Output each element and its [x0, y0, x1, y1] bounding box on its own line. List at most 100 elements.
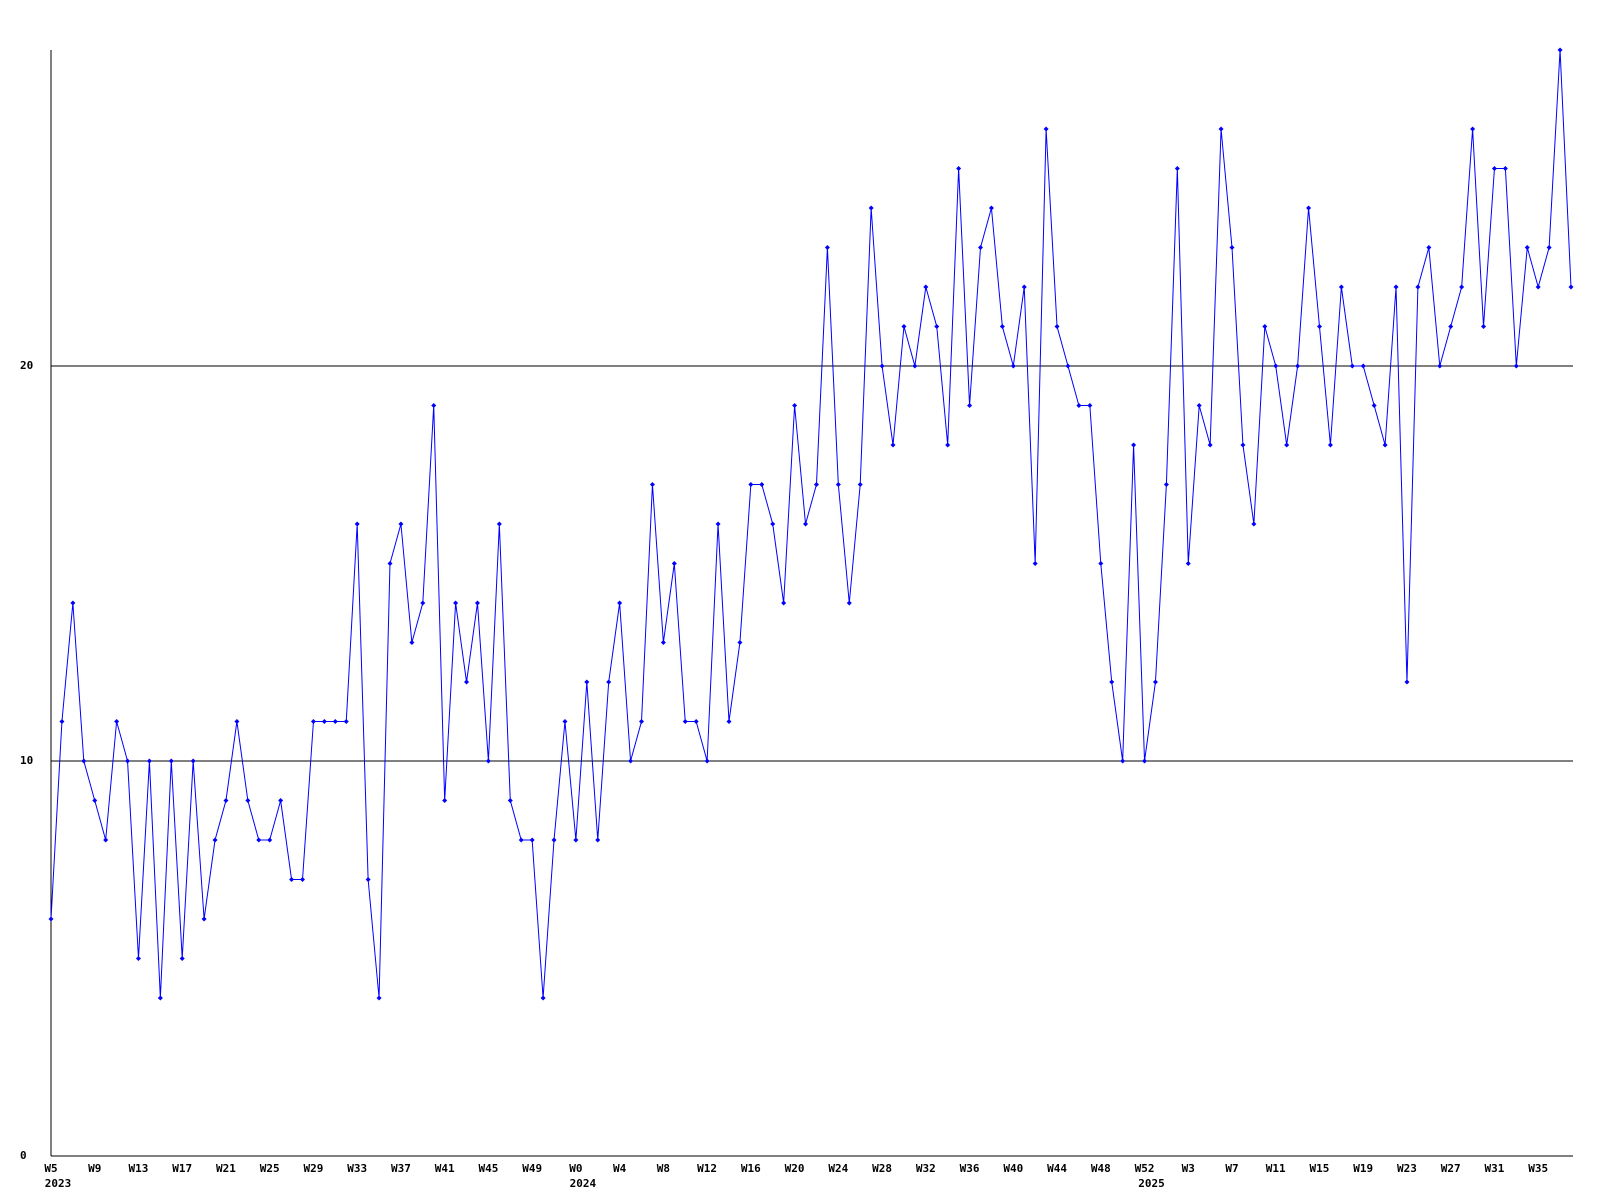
point: [464, 679, 470, 685]
point: [1120, 758, 1126, 764]
point: [934, 324, 940, 329]
point: [1502, 166, 1508, 171]
point: [1087, 403, 1093, 408]
x-tick-label: W25: [260, 1162, 280, 1175]
point: [759, 482, 765, 487]
x-tick-label: W15: [1310, 1162, 1330, 1175]
point: [485, 758, 491, 764]
point: [125, 758, 131, 764]
point: [431, 403, 437, 408]
x-year-label: 2025: [1138, 1177, 1165, 1190]
point: [999, 324, 1005, 329]
x-tick-label: W44: [1047, 1162, 1067, 1175]
point: [1349, 363, 1355, 369]
point: [770, 521, 776, 527]
point: [649, 482, 655, 487]
point: [835, 482, 841, 487]
point: [781, 600, 787, 606]
point: [234, 719, 240, 724]
point: [223, 798, 229, 803]
x-tick-label: W7: [1225, 1162, 1238, 1175]
point: [190, 758, 196, 764]
point: [846, 600, 852, 606]
point: [595, 837, 601, 843]
point: [1470, 126, 1476, 132]
x-tick-label: W32: [916, 1162, 936, 1175]
point: [453, 600, 459, 606]
point: [1142, 758, 1148, 764]
point: [321, 719, 327, 724]
point: [660, 640, 666, 645]
point: [1371, 403, 1377, 408]
point: [1152, 679, 1158, 685]
point: [988, 205, 994, 211]
point: [1382, 442, 1388, 448]
point: [146, 758, 152, 764]
x-year-label: 2024: [570, 1177, 597, 1190]
x-tick-label: W3: [1182, 1162, 1195, 1175]
point: [365, 877, 371, 882]
point: [1338, 284, 1344, 290]
point: [1393, 284, 1399, 290]
x-tick-label: W12: [697, 1162, 717, 1175]
x-tick-label: W23: [1397, 1162, 1417, 1175]
point: [551, 837, 557, 843]
point: [48, 916, 54, 922]
point: [518, 837, 524, 843]
point: [748, 482, 754, 487]
point: [1054, 324, 1060, 329]
point: [1032, 561, 1038, 566]
x-tick-label: W24: [828, 1162, 848, 1175]
x-tick-label: W28: [872, 1162, 892, 1175]
point: [376, 995, 382, 1001]
point: [179, 956, 185, 961]
point: [715, 521, 721, 527]
x-tick-label: W41: [435, 1162, 455, 1175]
point: [398, 521, 404, 527]
point: [803, 521, 809, 527]
point: [606, 679, 612, 685]
point: [1010, 363, 1016, 369]
point: [901, 324, 907, 329]
point: [1535, 284, 1541, 290]
point: [278, 798, 284, 803]
point: [1316, 324, 1322, 329]
point: [1043, 126, 1049, 132]
point: [1163, 482, 1169, 487]
point: [474, 600, 480, 606]
x-tick-label: W45: [478, 1162, 498, 1175]
point: [59, 719, 65, 724]
point: [212, 837, 218, 843]
point: [1295, 363, 1301, 369]
point: [967, 403, 973, 408]
point: [354, 521, 360, 527]
x-tick-label: W4: [613, 1162, 627, 1175]
y-tick-label: 10: [20, 754, 33, 767]
point: [1076, 403, 1082, 408]
point: [310, 719, 316, 724]
point: [1273, 363, 1279, 369]
x-tick-label: W13: [129, 1162, 149, 1175]
point: [496, 521, 502, 527]
point: [857, 482, 863, 487]
point: [1437, 363, 1443, 369]
point: [682, 719, 688, 724]
point: [529, 837, 535, 843]
point: [267, 837, 273, 843]
point: [562, 719, 568, 724]
point: [1360, 363, 1366, 369]
point: [1196, 403, 1202, 408]
point: [1185, 561, 1191, 566]
x-tick-label: W11: [1266, 1162, 1286, 1175]
x-tick-label: W21: [216, 1162, 236, 1175]
point: [737, 640, 743, 645]
point: [617, 600, 623, 606]
point: [420, 600, 426, 606]
point: [726, 719, 732, 724]
point: [1098, 561, 1104, 566]
point: [507, 798, 513, 803]
point: [332, 719, 338, 724]
point: [1557, 47, 1563, 53]
point: [300, 877, 306, 882]
point: [540, 995, 546, 1001]
